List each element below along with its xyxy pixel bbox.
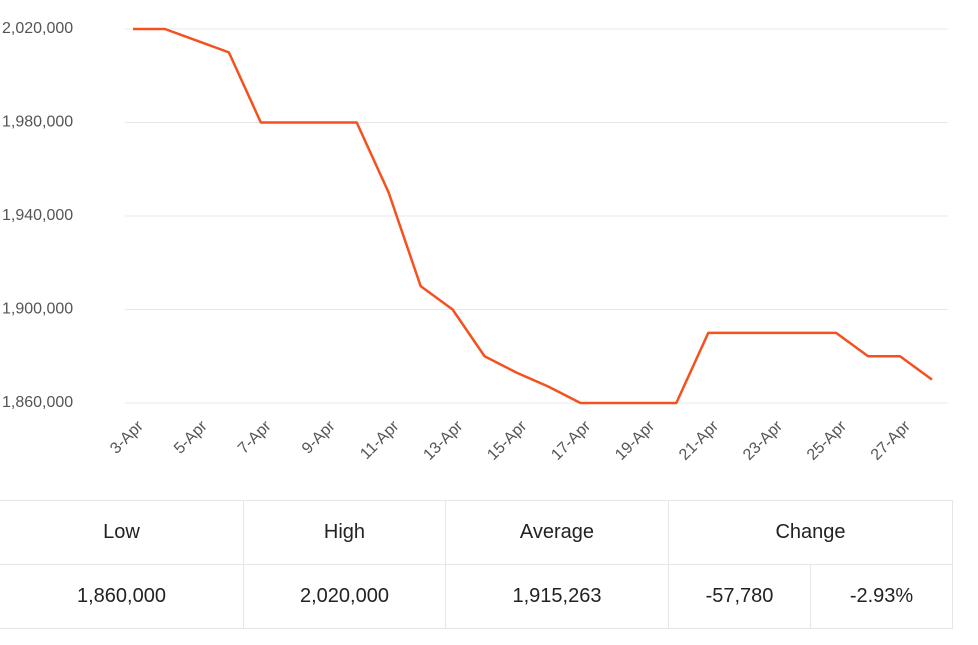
line <box>133 27 933 405</box>
chart: 1,860,000 1,900,000 1,940,000 1,980,000 2,02… <box>2 20 948 464</box>
x-tick-label: 21-Apr <box>676 417 722 463</box>
header-cell: Change <box>668 500 953 565</box>
value-cell: -57,780 <box>668 564 811 629</box>
x-tick-label: 3-Apr <box>107 417 147 457</box>
x-tick-label: 15-Apr <box>484 417 530 463</box>
x-tick-label: 7-Apr <box>235 417 275 457</box>
value-cell: 2,020,000 <box>243 564 446 629</box>
value-cell: -2.93% <box>810 564 953 629</box>
x-tick-label: 17-Apr <box>548 417 594 463</box>
x-tick-label: 11-Apr <box>357 417 403 463</box>
x-tick-label: 27-Apr <box>868 417 914 463</box>
x-tick-label: 9-Apr <box>299 417 339 457</box>
y-tick-label: 1,860,000 <box>2 394 73 411</box>
value-cell: 1,915,263 <box>445 564 669 629</box>
value-cell: 1,860,000 <box>0 564 244 629</box>
y-tick-label: 2,020,000 <box>2 20 73 37</box>
summary-table: Low High Average Change 1,860,000 2,020,… <box>0 500 953 629</box>
header-cell: Low <box>0 500 244 565</box>
x-tick-label: 23-Apr <box>740 417 786 463</box>
y-tick-label: 1,940,000 <box>2 207 73 224</box>
header-row: Low High Average Change <box>0 500 953 565</box>
y-tick-label: 1,980,000 <box>2 114 73 131</box>
x-tick-label: 19-Apr <box>612 417 658 463</box>
x-tick-label: 25-Apr <box>804 417 850 463</box>
x-tick-label: 13-Apr <box>420 417 466 463</box>
header-cell: High <box>243 500 446 565</box>
x-tick-label: 5-Apr <box>171 417 211 457</box>
header-cell: Average <box>445 500 669 565</box>
value-row: 1,860,000 2,020,000 1,915,263 -57,780 -2… <box>0 564 953 629</box>
y-tick-label: 1,900,000 <box>2 301 73 318</box>
